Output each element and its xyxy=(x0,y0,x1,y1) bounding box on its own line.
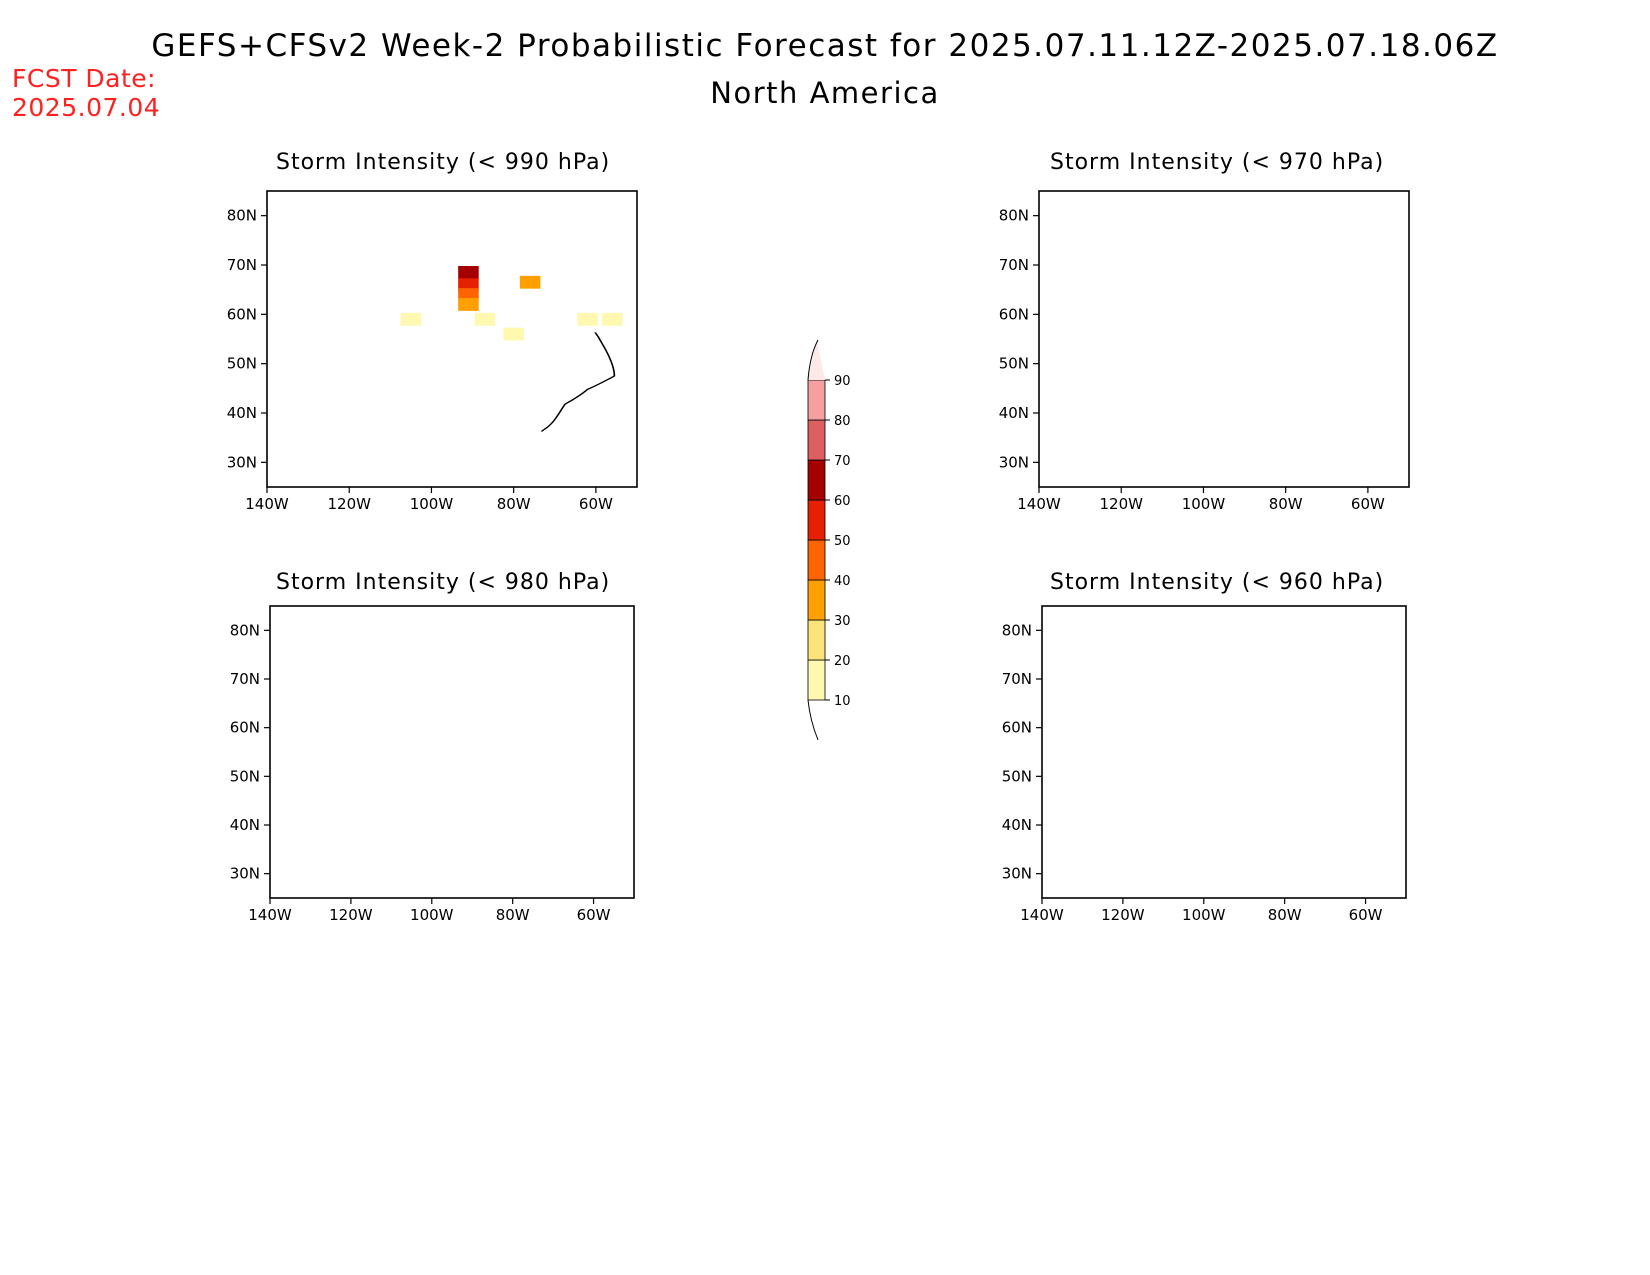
colorbar-swatch xyxy=(807,459,826,501)
fcst-date-value: 2025.07.04 xyxy=(12,93,161,122)
lat-tick-label: 40N xyxy=(230,816,260,834)
lat-tick-label: 70N xyxy=(230,670,260,688)
colorbar: 10 20 30 40 50 60 70 80 90 xyxy=(807,339,851,741)
map-panel-960: 140W 120W 100W 80W 60W 80N 70N 60N 50N 40N 30N xyxy=(1002,605,1407,924)
coastline xyxy=(541,332,638,485)
probability-cell xyxy=(602,312,623,326)
colorbar-swatch xyxy=(807,619,826,661)
lon-tick-label: 80W xyxy=(496,906,530,924)
panel-title-970: Storm Intensity (< 970 hPa) xyxy=(1050,150,1385,175)
map-frame xyxy=(1041,605,1407,899)
lon-tick-label: 80W xyxy=(1268,906,1302,924)
lat-tick-label: 60N xyxy=(1002,719,1032,737)
lon-tick-label: 120W xyxy=(1101,906,1145,924)
colorbar-label: 90 xyxy=(834,374,851,389)
map-panel-980: 140W 120W 100W 80W 60W 80N 70N 60N 50N 40N 30N xyxy=(230,605,635,924)
lat-tick-label: 70N xyxy=(999,256,1029,274)
lon-tick-label: 60W xyxy=(577,906,611,924)
colorbar-swatch xyxy=(807,379,826,421)
map-panel-970: 140W 120W 100W 80W 60W 80N 70N 60N 50N 40N 30N xyxy=(999,190,1410,513)
colorbar-label: 70 xyxy=(834,454,851,469)
probability-cell xyxy=(503,327,524,341)
lon-tick-label: 140W xyxy=(245,495,289,513)
lon-tick-label: 60W xyxy=(1351,495,1385,513)
coastline xyxy=(1042,612,1406,894)
lat-tick-label: 50N xyxy=(230,767,260,785)
lon-tick-label: 140W xyxy=(1020,906,1064,924)
fcst-date-label: FCST Date: xyxy=(12,64,157,93)
colorbar-swatch xyxy=(807,539,826,581)
lon-tick-label: 60W xyxy=(1349,906,1383,924)
probability-cell xyxy=(458,278,479,292)
colorbar-label: 50 xyxy=(834,534,851,549)
colorbar-swatch xyxy=(807,499,826,541)
lat-tick-label: 80N xyxy=(999,207,1029,225)
subtitle: North America xyxy=(710,76,940,110)
lat-tick-label: 40N xyxy=(999,404,1029,422)
lat-tick-label: 80N xyxy=(227,207,257,225)
map-frame xyxy=(1038,190,1410,488)
colorbar-swatch xyxy=(807,419,826,461)
coastline xyxy=(1039,197,1409,483)
coastline xyxy=(270,612,634,894)
lon-tick-label: 100W xyxy=(410,495,454,513)
probability-cell xyxy=(458,298,479,311)
lon-tick-label: 120W xyxy=(329,906,373,924)
lat-tick-label: 30N xyxy=(227,453,257,471)
colorbar-top-arrow xyxy=(808,340,825,380)
panel-title-990: Storm Intensity (< 990 hPa) xyxy=(276,150,611,175)
lon-tick-label: 100W xyxy=(1182,495,1226,513)
lon-tick-label: 120W xyxy=(327,495,371,513)
lon-tick-label: 140W xyxy=(248,906,292,924)
probability-cell xyxy=(577,312,598,326)
lon-tick-label: 140W xyxy=(1017,495,1061,513)
panel-title-960: Storm Intensity (< 960 hPa) xyxy=(1050,570,1385,595)
lat-tick-label: 30N xyxy=(999,453,1029,471)
lat-tick-label: 50N xyxy=(1002,767,1032,785)
probability-cell xyxy=(458,288,479,302)
lon-tick-label: 60W xyxy=(579,495,613,513)
lon-tick-label: 100W xyxy=(1182,906,1226,924)
map-frame xyxy=(266,190,638,488)
lat-tick-label: 30N xyxy=(230,865,260,883)
lat-tick-label: 80N xyxy=(230,621,260,639)
colorbar-label: 80 xyxy=(834,414,851,429)
colorbar-swatch xyxy=(807,659,826,701)
lat-tick-label: 80N xyxy=(1002,621,1032,639)
colorbar-label: 20 xyxy=(834,654,851,669)
lat-tick-label: 60N xyxy=(230,719,260,737)
lat-tick-label: 30N xyxy=(1002,865,1032,883)
colorbar-label: 40 xyxy=(834,574,851,589)
lat-tick-label: 40N xyxy=(227,404,257,422)
colorbar-swatch xyxy=(807,579,826,621)
lat-tick-label: 60N xyxy=(227,305,257,323)
lat-tick-label: 40N xyxy=(1002,816,1032,834)
lon-tick-label: 80W xyxy=(1269,495,1303,513)
main-title: GEFS+CFSv2 Week-2 Probabilistic Forecast… xyxy=(151,28,1499,64)
colorbar-label: 10 xyxy=(834,694,851,709)
probability-cell xyxy=(400,312,422,326)
panel-title-980: Storm Intensity (< 980 hPa) xyxy=(276,570,611,595)
probability-cell xyxy=(519,275,541,289)
map-frame xyxy=(269,605,635,899)
map-panel-990: 140W 120W 100W 80W 60W 80N 70N 60N 50N 40N 30N xyxy=(227,190,638,513)
lat-tick-label: 70N xyxy=(1002,670,1032,688)
probability-cell xyxy=(458,265,479,279)
lat-tick-label: 50N xyxy=(227,355,257,373)
colorbar-label: 60 xyxy=(834,494,851,509)
lon-tick-label: 100W xyxy=(410,906,454,924)
lon-tick-label: 80W xyxy=(497,495,531,513)
lat-tick-label: 60N xyxy=(999,305,1029,323)
lat-tick-label: 70N xyxy=(227,256,257,274)
probability-cell xyxy=(474,312,496,326)
lon-tick-label: 120W xyxy=(1099,495,1143,513)
lat-tick-label: 50N xyxy=(999,355,1029,373)
colorbar-label: 30 xyxy=(834,614,851,629)
